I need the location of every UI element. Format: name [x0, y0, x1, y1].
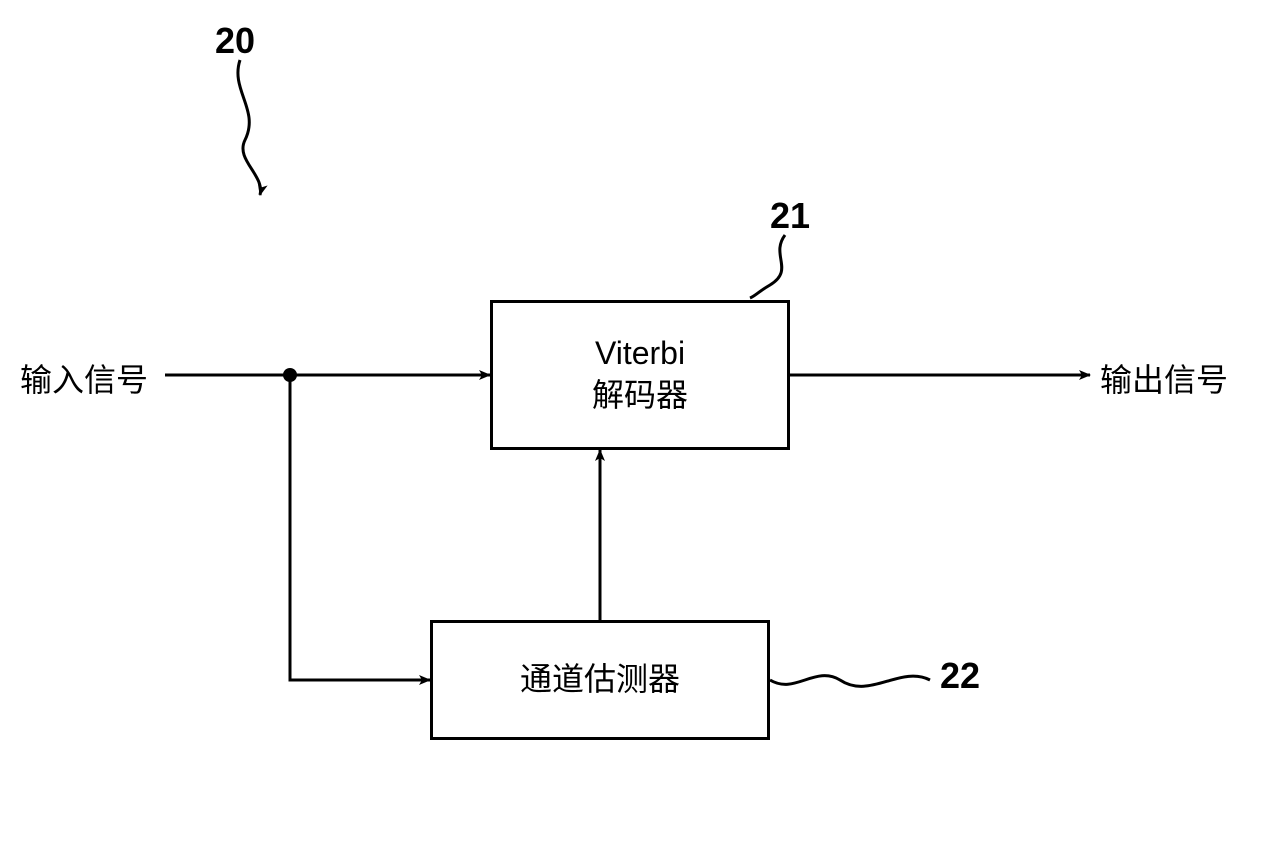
- ref-22-label: 22: [940, 655, 980, 697]
- squiggle-ref20: [238, 60, 261, 195]
- squiggle-ref21: [750, 235, 785, 298]
- ref-20-label: 20: [215, 20, 255, 62]
- viterbi-decoder-box: Viterbi 解码器: [490, 300, 790, 450]
- squiggle-ref22: [770, 676, 930, 687]
- ref-21-label: 21: [770, 195, 810, 237]
- input-signal-label: 输入信号: [20, 355, 148, 401]
- line-branch-to-estimator: [290, 375, 430, 680]
- output-signal-label: 输出信号: [1100, 355, 1228, 401]
- junction-dot: [283, 368, 297, 382]
- decoder-line2: 解码器: [592, 375, 688, 417]
- channel-estimator-box: 通道估测器: [430, 620, 770, 740]
- estimator-text: 通道估测器: [520, 659, 680, 701]
- decoder-line1: Viterbi: [595, 333, 685, 375]
